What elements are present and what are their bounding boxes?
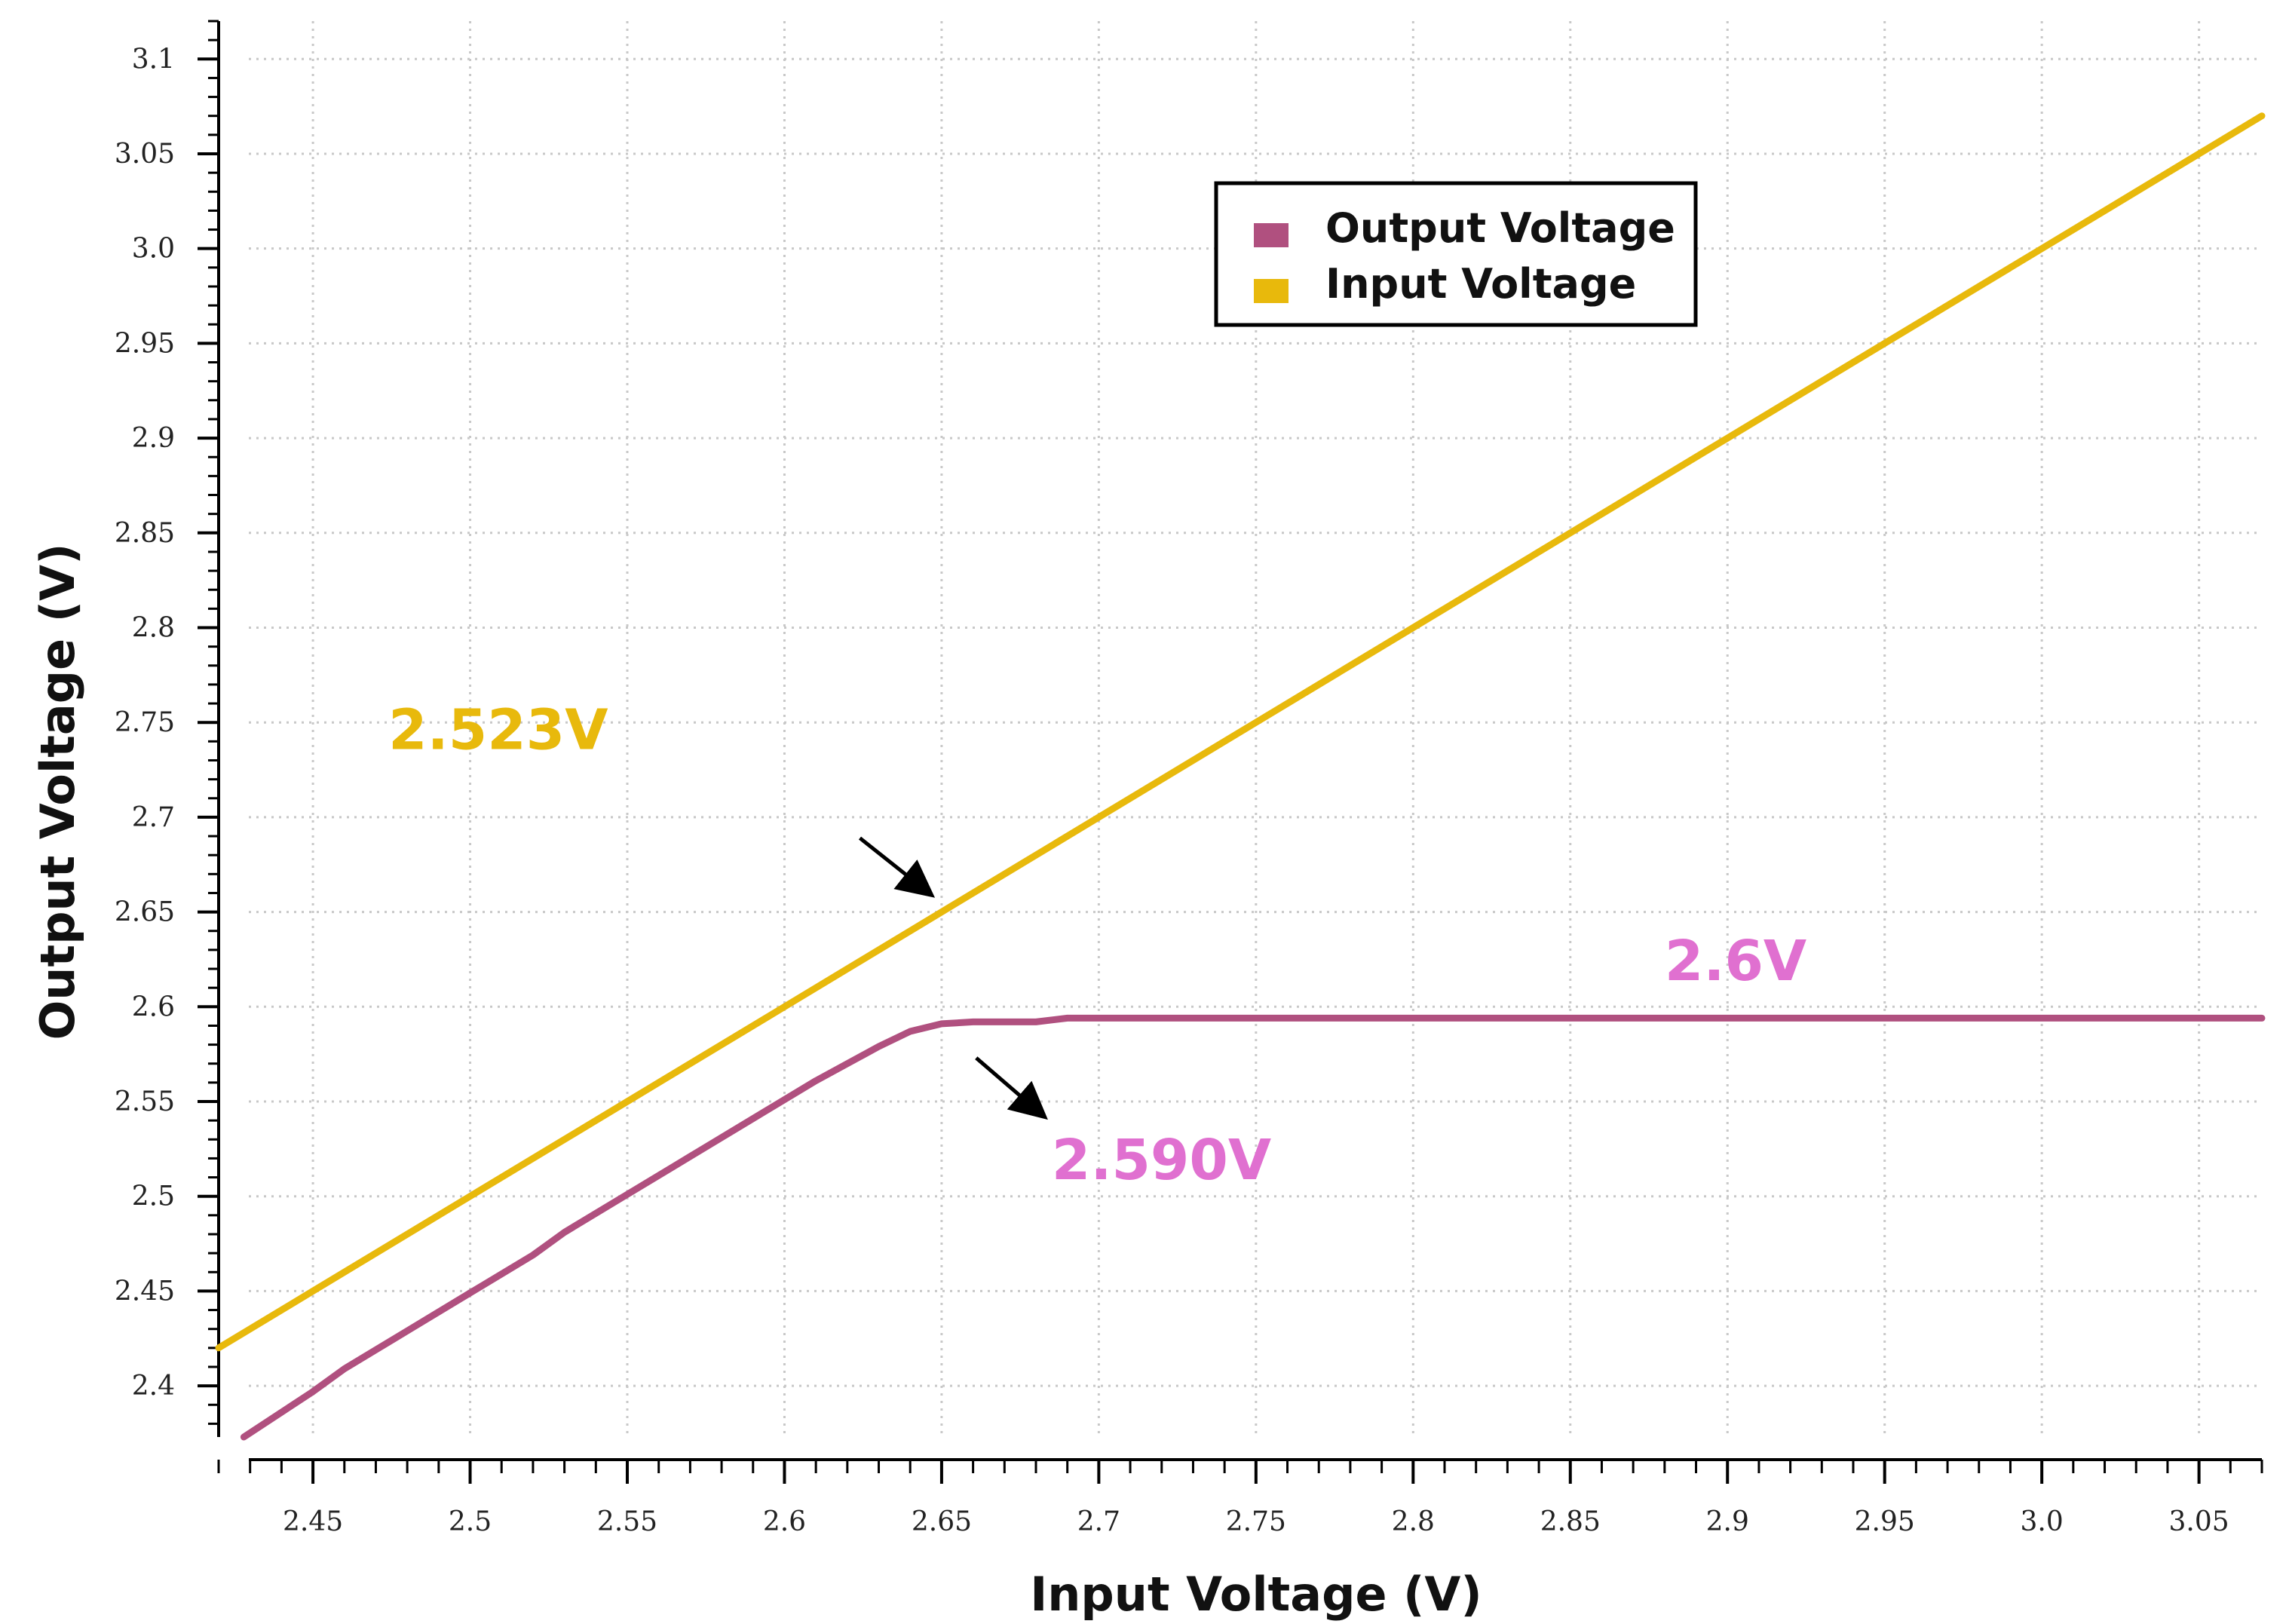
x-tick-label: 2.95	[1855, 1506, 1915, 1537]
legend: Output Voltage Input Voltage	[1214, 181, 1698, 327]
y-tick-label: 2.9	[132, 423, 175, 454]
annotation-arrow	[975, 1056, 1048, 1120]
y-tick-label: 3.05	[115, 139, 175, 170]
legend-label-output: Output Voltage	[1325, 204, 1675, 252]
y-tick-label: 2.45	[115, 1276, 175, 1307]
y-tick-label: 3.0	[132, 234, 175, 265]
y-tick-label: 2.85	[115, 518, 175, 549]
x-tick-label: 3.0	[2021, 1506, 2064, 1537]
ticks: 2.4 2.45 2.5 2.55 2.6 2.65 2.7 2.75 2.8 2.85 2.9 2.…	[115, 20, 2263, 1537]
y-tick-label: 2.4	[132, 1371, 175, 1402]
series	[215, 112, 2266, 1441]
y-tick-label: 2.95	[115, 328, 175, 359]
x-tick-label: 2.7	[1077, 1506, 1120, 1537]
annotation-label: 2.523V	[388, 697, 608, 762]
x-tick-label: 3.05	[2169, 1506, 2229, 1537]
x-tick-label: 2.85	[1540, 1506, 1601, 1537]
annotation-label: 2.6V	[1665, 929, 1806, 994]
x-tick-label: 2.5	[449, 1506, 492, 1537]
series-line-output-voltage	[240, 1014, 2266, 1441]
y-tick-label: 2.7	[132, 802, 175, 833]
y-axis-title: Output Voltage (V)	[30, 544, 85, 1040]
annotation-arrow	[858, 836, 936, 898]
legend-label-input: Input Voltage	[1325, 260, 1636, 308]
x-tick-label: 2.75	[1226, 1506, 1286, 1537]
y-tick-label: 2.65	[115, 897, 175, 928]
y-tick-label: 2.6	[132, 991, 175, 1022]
y-tick-label: 2.8	[132, 612, 175, 643]
x-tick-label: 2.45	[283, 1506, 343, 1537]
legend-swatch-output	[1254, 223, 1289, 247]
legend-box	[1214, 181, 1698, 327]
y-tick-label: 3.1	[132, 44, 175, 75]
x-tick-label: 2.9	[1706, 1506, 1749, 1537]
x-tick-label: 2.65	[912, 1506, 972, 1537]
series-line-input-voltage	[215, 112, 2266, 1352]
x-tick-label: 2.55	[597, 1506, 657, 1537]
x-tick-label: 2.8	[1392, 1506, 1435, 1537]
annotation-label: 2.590V	[1052, 1128, 1271, 1193]
y-tick-label: 2.5	[132, 1181, 175, 1212]
x-axis-title: Input Voltage (V)	[1030, 1567, 1482, 1622]
y-tick-label: 2.75	[115, 707, 175, 738]
x-tick-label: 2.6	[763, 1506, 806, 1537]
annotations: 2.523V 2.6V 2.590V	[388, 697, 1806, 1193]
y-tick-label: 2.55	[115, 1086, 175, 1117]
legend-swatch-input	[1254, 279, 1289, 303]
